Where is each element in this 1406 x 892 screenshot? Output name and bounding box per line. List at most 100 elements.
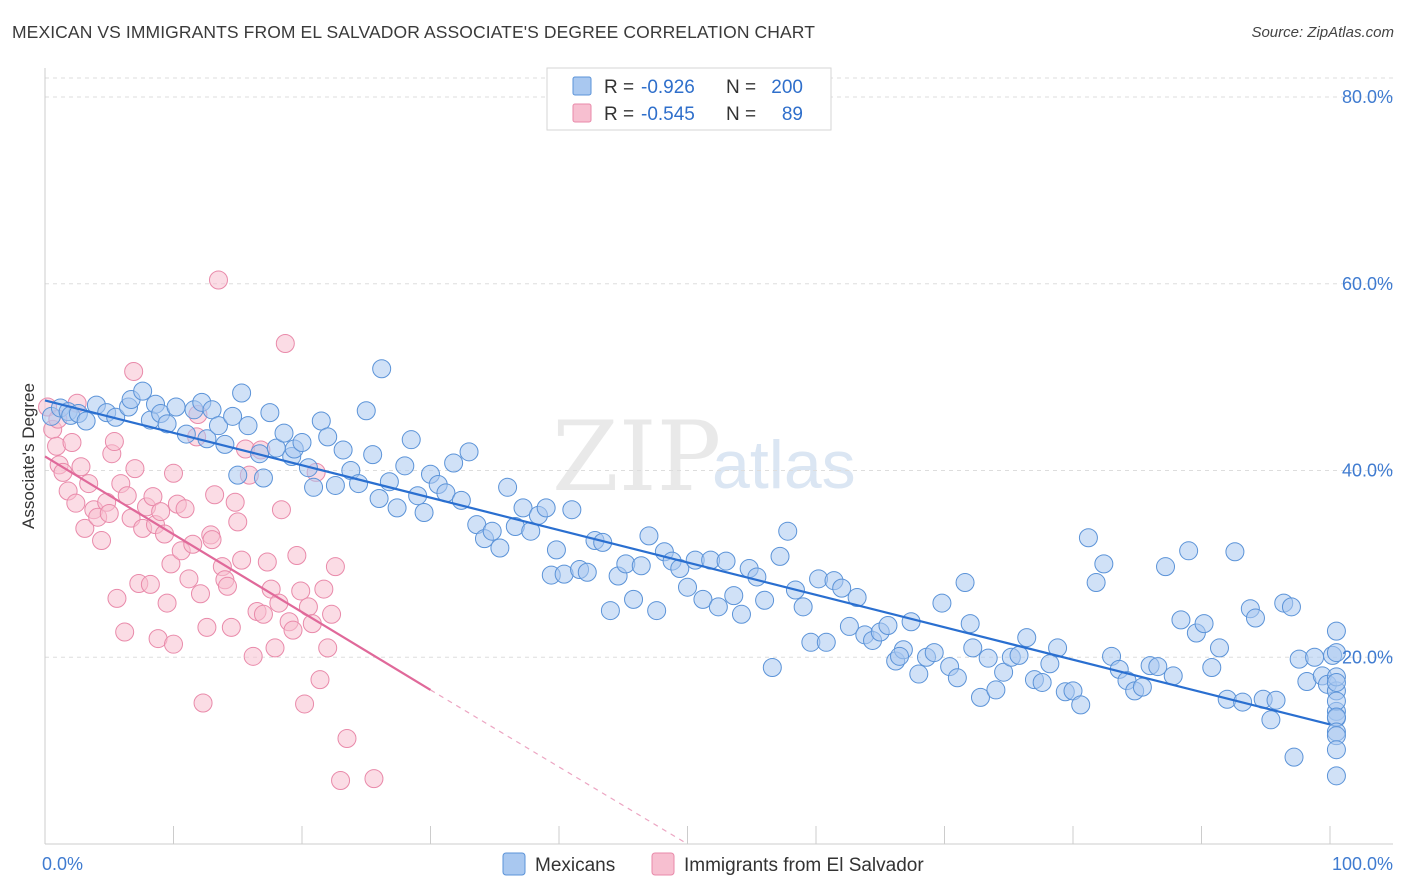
data-point-mexicans xyxy=(369,489,389,509)
data-point-mexicans xyxy=(1071,695,1091,715)
data-point-salvador xyxy=(337,728,357,748)
data-point-mexicans xyxy=(1156,557,1176,577)
data-point-salvador xyxy=(243,646,263,666)
data-point-mexicans xyxy=(311,411,331,431)
data-point-mexicans xyxy=(960,614,980,634)
data-point-mexicans xyxy=(932,593,952,613)
data-point-mexicans xyxy=(963,638,983,658)
legend-mex-n-label: N = xyxy=(726,77,756,98)
data-point-salvador xyxy=(115,622,135,642)
data-point-salvador xyxy=(283,620,303,640)
data-point-mexicans xyxy=(562,500,582,520)
data-point-mexicans xyxy=(1326,766,1346,786)
data-point-mexicans xyxy=(755,590,775,610)
legend-mex-r-value: -0.926 xyxy=(641,77,695,98)
x-tick-label: 0.0% xyxy=(42,854,83,874)
data-point-mexicans xyxy=(1009,645,1029,665)
data-point-mexicans xyxy=(994,662,1014,682)
data-point-mexicans xyxy=(414,503,434,523)
data-point-mexicans xyxy=(731,604,751,624)
data-point-mexicans xyxy=(401,430,421,450)
data-point-salvador xyxy=(364,769,384,789)
data-point-mexicans xyxy=(459,442,479,462)
data-point-mexicans xyxy=(1326,691,1346,711)
data-point-mexicans xyxy=(166,397,186,417)
y-tick-label: 20.0% xyxy=(1342,647,1393,667)
data-point-mexicans xyxy=(778,521,798,541)
data-point-salvador xyxy=(205,485,225,505)
data-point-mexicans xyxy=(1284,747,1304,767)
data-point-mexicans xyxy=(318,427,338,447)
data-point-salvador xyxy=(143,487,163,507)
data-point-mexicans xyxy=(693,589,713,609)
data-point-mexicans xyxy=(1040,654,1060,674)
data-point-mexicans xyxy=(395,456,415,476)
data-point-mexicans xyxy=(878,616,898,636)
data-point-mexicans xyxy=(1032,672,1052,692)
data-point-mexicans xyxy=(1132,677,1152,697)
data-point-salvador xyxy=(221,617,241,637)
data-point-mexicans xyxy=(1163,666,1183,686)
trend-lines xyxy=(44,399,1331,845)
data-point-mexicans xyxy=(1326,672,1346,692)
data-point-mexicans xyxy=(1245,608,1265,628)
data-point-mexicans xyxy=(208,416,228,436)
data-point-mexicans xyxy=(1326,740,1346,760)
data-point-mexicans xyxy=(747,567,767,587)
data-point-salvador xyxy=(164,634,183,654)
data-point-mexicans xyxy=(157,414,177,434)
data-point-mexicans xyxy=(444,453,464,473)
data-point-salvador xyxy=(140,574,160,594)
data-point-salvador xyxy=(322,604,342,624)
data-point-salvador xyxy=(124,362,144,382)
watermark: ZIP atlas xyxy=(552,401,856,513)
data-point-salvador xyxy=(208,270,228,290)
data-point-mexicans xyxy=(624,589,644,609)
data-point-mexicans xyxy=(847,587,867,607)
data-point-salvador xyxy=(253,604,273,624)
data-point-mexicans xyxy=(631,556,651,576)
data-point-salvador xyxy=(175,499,195,519)
data-point-salvador xyxy=(75,518,95,538)
data-point-salvador xyxy=(295,694,315,714)
data-point-mexicans xyxy=(978,648,998,668)
data-point-mexicans xyxy=(839,616,859,636)
data-point-mexicans xyxy=(947,668,967,688)
data-point-mexicans xyxy=(238,416,258,436)
data-point-mexicans xyxy=(76,411,96,431)
data-point-mexicans xyxy=(1281,597,1301,617)
data-point-mexicans xyxy=(986,680,1006,700)
data-point-salvador xyxy=(318,638,338,658)
series-salvador-points xyxy=(38,270,384,791)
data-point-salvador xyxy=(92,531,112,551)
data-point-mexicans xyxy=(536,498,556,518)
data-point-salvador xyxy=(104,432,124,452)
data-point-mexicans xyxy=(1326,643,1346,663)
source-label: Source: ZipAtlas.com xyxy=(1251,24,1394,41)
trend-line-mexicans xyxy=(44,399,1331,726)
data-point-mexicans xyxy=(1017,628,1037,648)
data-point-salvador xyxy=(157,593,177,613)
y-tick-label: 60.0% xyxy=(1342,274,1393,294)
data-point-mexicans xyxy=(1305,647,1325,667)
bottom-legend-swatch-salvador xyxy=(651,852,675,876)
y-tick-labels: 20.0% 40.0% 60.0% 80.0% xyxy=(1342,87,1393,667)
chart-title: MEXICAN VS IMMIGRANTS FROM EL SALVADOR A… xyxy=(12,22,816,42)
data-point-salvador xyxy=(197,617,217,637)
data-point-mexicans xyxy=(924,643,944,663)
data-point-salvador xyxy=(217,576,237,596)
data-point-salvador xyxy=(257,552,277,572)
bottom-legend-salvador: Immigrants from El Salvador xyxy=(684,855,924,876)
data-point-mexicans xyxy=(513,498,533,518)
x-tick-labels: 0.0% 100.0% xyxy=(42,854,1393,874)
data-point-mexicans xyxy=(260,403,280,423)
data-point-mexicans xyxy=(577,562,597,582)
data-point-mexicans xyxy=(716,551,736,571)
trend-line-salvador xyxy=(44,455,432,691)
data-point-mexicans xyxy=(372,359,392,379)
data-point-mexicans xyxy=(832,578,852,598)
data-point-mexicans xyxy=(647,601,667,621)
data-point-salvador xyxy=(271,500,291,520)
data-point-mexicans xyxy=(498,477,518,497)
